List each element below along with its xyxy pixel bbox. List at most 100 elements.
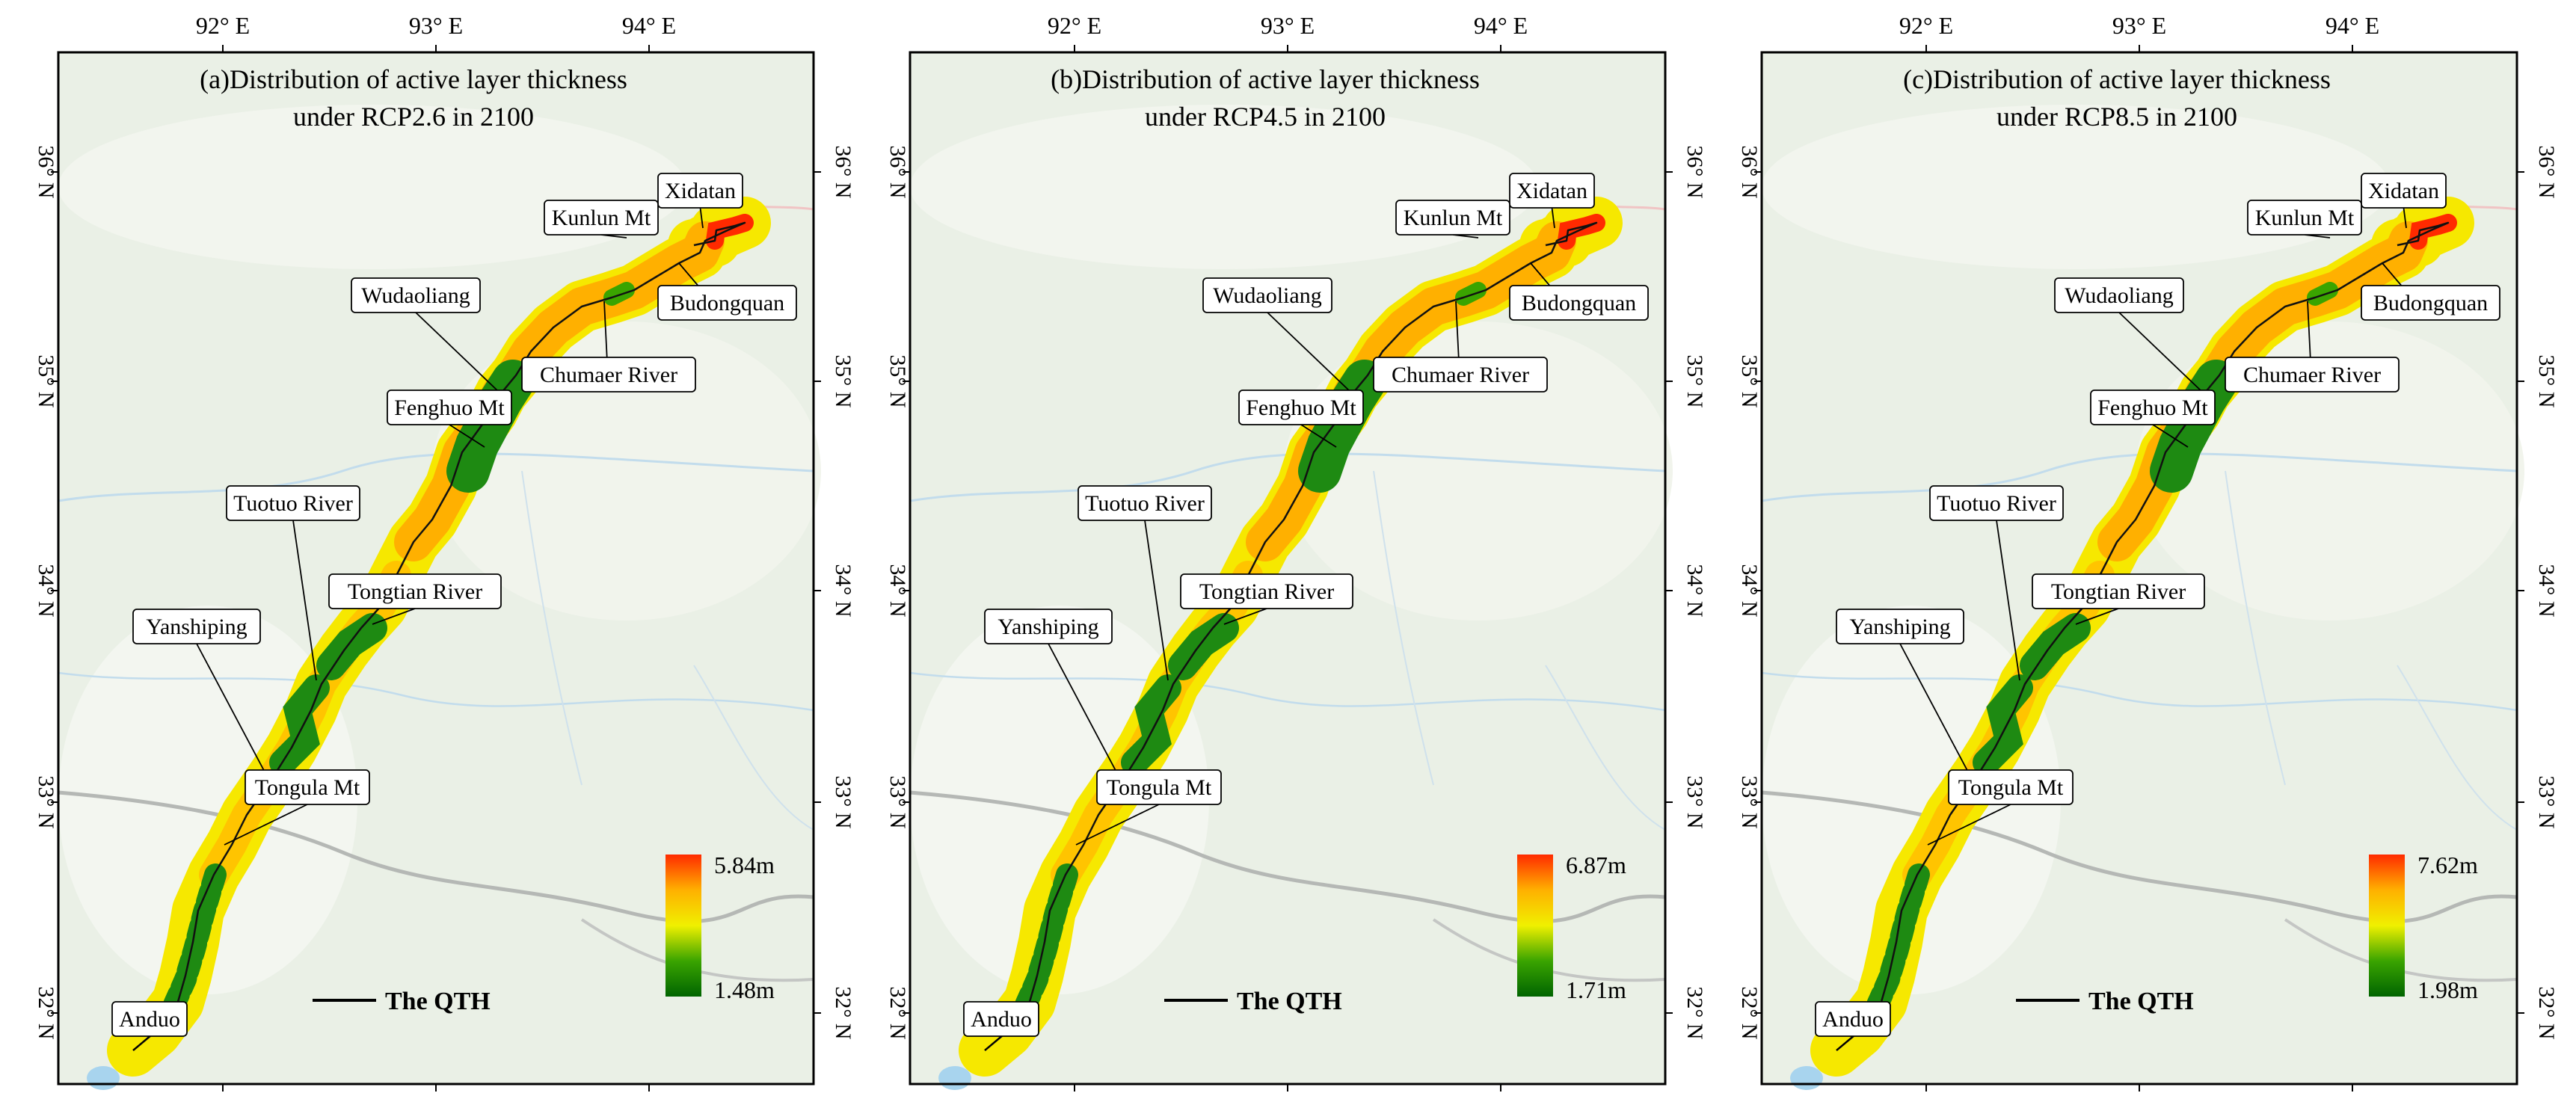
label-box [963,1001,1039,1037]
label-box [1509,173,1595,209]
label-box [1509,285,1649,321]
lake [1790,1066,1823,1090]
place-label-xidatan: Xidatan [657,173,743,229]
lon-tick-label-top: 92° E [196,12,250,39]
river-line [909,452,1666,502]
river-line [1761,452,2518,502]
colorbar [665,855,701,997]
label-box [1202,277,1332,313]
place-label-kunlun-mt: Kunlun Mt [1395,200,1510,238]
place-label-tongula-mt: Tongula Mt [1075,769,1222,846]
leader-line [224,804,308,846]
terrain-patch [58,105,686,269]
lat-tick-label-left: 34° N [885,564,910,617]
colorbar-legend: 6.87m 1.71m [1517,852,1626,1003]
leader-line [2152,424,2189,448]
label-text: Yanshiping [997,615,1098,639]
place-label-fenghuo-mt: Fenghuo Mt [2090,390,2216,448]
colorbar-min-label: 1.98m [2417,976,2478,1003]
lat-tick-label-left: 34° N [34,564,58,617]
label-text: Xidatan [1516,179,1587,203]
leader-line [1899,643,1972,778]
leader-line [292,520,317,681]
label-text: Fenghuo Mt [1246,395,1356,420]
leader-line [2118,312,2204,393]
colorbar [2369,855,2405,997]
lat-tick-label-right: 36° N [1682,145,1707,198]
lat-tick-label-right: 32° N [831,986,855,1039]
place-label-tuotuo-river: Tuotuo River [226,485,360,681]
active-layer-thin-zone [1121,674,1181,776]
lat-tick-label-right: 35° N [831,354,855,407]
lon-tick-label-top: 93° E [1261,12,1315,39]
colorbar-max-label: 6.87m [1566,852,1626,878]
place-label-fenghuo-mt: Fenghuo Mt [1238,390,1364,448]
river-line [521,470,582,786]
label-box [111,1001,188,1037]
colorbar-legend: 7.62m 1.98m [2369,852,2478,1003]
colorbar-legend: 5.84m 1.48m [665,852,775,1003]
terrain-patch [1762,105,2390,269]
lake [938,1066,971,1090]
label-text: Tuotuo River [1085,491,1205,516]
lat-tick-label-left: 32° N [1737,986,1762,1039]
place-label-anduo: Anduo [963,1001,1039,1051]
label-box [2090,390,2216,425]
place-label-xidatan: Xidatan [1509,173,1595,229]
label-text: Yanshiping [146,615,247,639]
qth-route-line [984,221,1598,1051]
lat-tick-label-right: 32° N [2534,986,2559,1039]
label-text: Tongtian River [2051,579,2186,604]
place-label-tongula-mt: Tongula Mt [224,769,370,846]
place-label-chumaer-river: Chumaer River [2225,301,2400,392]
label-text: Kunlun Mt [2255,206,2355,230]
boundary-line [58,790,814,923]
leader-line [1075,804,1160,846]
lat-tick-label-left: 35° N [1737,354,1762,407]
active-layer-thin-zone [1973,674,2033,776]
place-label-tongtian-river: Tongtian River [1180,573,1353,625]
panel-title-line1: (a)Distribution of active layer thicknes… [200,64,627,94]
leader-line [1223,608,1267,625]
river-line [58,671,814,712]
lat-tick-label-right: 34° N [831,564,855,617]
label-text: Wudaoliang [2065,283,2173,308]
place-label-fenghuo-mt: Fenghuo Mt [387,390,512,448]
colorbar-min-label: 1.48m [714,976,775,1003]
lat-tick-label-left: 33° N [1737,775,1762,828]
lat-tick-label-right: 36° N [2534,145,2559,198]
label-box [132,609,261,644]
label-text: Anduo [119,1007,180,1032]
label-text: Xidatan [665,179,736,203]
label-text: Kunlun Mt [552,206,651,230]
place-label-budongquan: Budongquan [2361,262,2500,321]
lat-tick-label-left: 33° N [34,775,58,828]
place-label-anduo: Anduo [111,1001,188,1051]
label-text: Tuotuo River [1937,491,2056,516]
lat-tick-label-right: 33° N [1682,775,1707,828]
place-label-wudaoliang: Wudaoliang [1202,277,1352,393]
boundary-line [1761,790,2518,923]
label-box [2361,173,2447,209]
lon-tick-label-top: 92° E [1048,12,1101,39]
terrain-patch [910,105,1538,269]
lat-tick-label-right: 34° N [2534,564,2559,617]
route-legend-label: The QTH [2088,988,2194,1015]
boundary-line [909,790,1666,923]
river-line [2397,665,2518,831]
route-legend: The QTH [1164,988,1342,1015]
lat-tick-label-left: 36° N [34,145,58,198]
label-text: Budongquan [2373,291,2488,315]
colorbar-min-label: 1.71m [1566,976,1626,1003]
lat-tick-label-right: 34° N [1682,564,1707,617]
leader-line [1836,1035,1854,1051]
label-box [1373,357,1548,392]
leader-line [372,608,416,625]
label-text: Tongula Mt [1958,775,2064,800]
lon-tick-label-top: 93° E [409,12,463,39]
route-legend-label: The QTH [385,988,491,1015]
leader-line [1048,643,1120,778]
qth-route-line [132,221,746,1051]
leader-line [449,424,485,448]
